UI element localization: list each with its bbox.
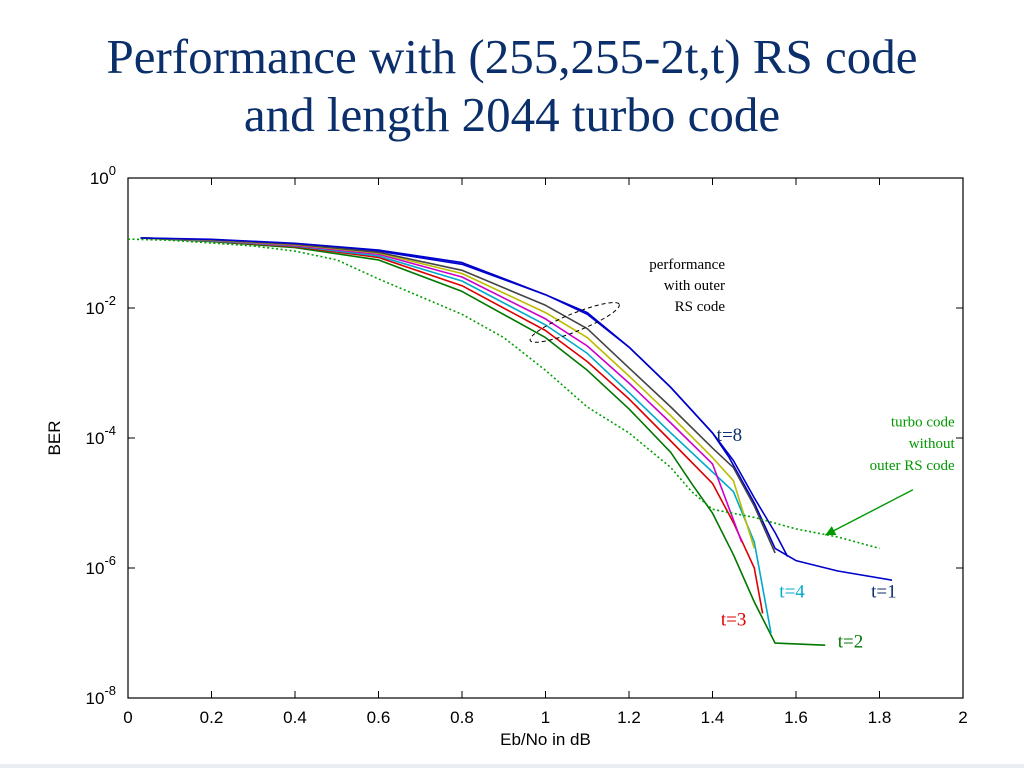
x-tick-label: 0.8: [450, 708, 474, 727]
annotation-t2: t=2: [838, 631, 864, 652]
y-tick-exponent: -8: [104, 683, 116, 698]
y-tick-label: 10-4: [86, 423, 116, 448]
slide-title: Performance with (255,255-2t,t) RS code …: [0, 28, 1024, 144]
series-line-7: [140, 237, 776, 554]
y-tick-base: 10: [90, 169, 109, 188]
y-tick-label: 100: [90, 163, 116, 188]
x-axis-label: Eb/No in dB: [500, 730, 591, 749]
annotation-tc-1: turbo code: [891, 415, 955, 431]
series-line-8: [140, 237, 789, 557]
x-tick-label: 1.8: [868, 708, 892, 727]
x-tick-label: 0: [123, 708, 132, 727]
rs-code-ellipse: [529, 302, 620, 343]
plot-frame: [127, 177, 964, 699]
x-tick-label: 0.2: [200, 708, 224, 727]
x-tick-label: 0.4: [283, 708, 307, 727]
y-tick-base: 10: [86, 429, 105, 448]
x-tick-label: 2: [958, 708, 967, 727]
y-tick-label: 10-8: [86, 683, 116, 708]
slide-footer-strip: [0, 764, 1024, 768]
y-tick-base: 10: [86, 559, 105, 578]
y-tick-exponent: -4: [104, 423, 116, 438]
x-tick-label: 1.4: [701, 708, 725, 727]
x-tick-label: 0.6: [367, 708, 391, 727]
slide-title-line2: and length 2044 turbo code: [243, 87, 781, 142]
slide-title-line1: Performance with (255,255-2t,t) RS code: [106, 29, 918, 84]
y-tick-label: 10-2: [86, 293, 116, 318]
annotation-perf-3: RS code: [675, 299, 726, 315]
y-tick-exponent: -6: [104, 553, 116, 568]
annotation-tc-3: outer RS code: [870, 458, 955, 474]
turbo-arrow-shaft: [824, 489, 914, 536]
x-tick-label: 1.6: [784, 708, 808, 727]
y-tick-base: 10: [86, 689, 105, 708]
annotation-tc-2: without: [909, 436, 956, 452]
y-axis-label: BER: [45, 421, 64, 456]
y-tick-label: 10-6: [86, 553, 116, 578]
annotation-perf-1: performance: [649, 257, 725, 273]
annotation-perf-2: with outer: [664, 278, 725, 294]
series-line-2: [140, 237, 826, 646]
annotation-t1: t=1: [871, 582, 897, 603]
y-tick-exponent: 0: [109, 163, 116, 178]
annotation-t8: t=8: [717, 425, 743, 446]
annotation-t4: t=4: [779, 582, 805, 603]
turbo-arrow-head: [825, 526, 837, 536]
y-tick-exponent: -2: [104, 293, 116, 308]
y-tick-base: 10: [86, 299, 105, 318]
x-tick-label: 1: [541, 708, 550, 727]
annotation-t3: t=3: [721, 610, 747, 631]
x-tick-label: 1.2: [617, 708, 641, 727]
